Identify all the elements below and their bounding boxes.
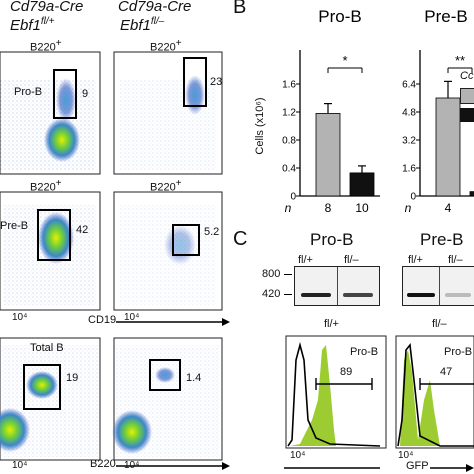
chart1-bar-1 — [469, 191, 474, 197]
col2-genotype-line2: Ebf1fl/– — [120, 16, 165, 34]
chart0-ytick-label-1: 0.4 — [282, 164, 296, 175]
chart1-ytick-label-3: 4.8 — [402, 108, 416, 119]
chart1-title: Pre-B — [424, 7, 467, 26]
flow-plot-row3-col2 — [112, 337, 223, 461]
legend-swatch-flplus — [460, 88, 474, 104]
hist1-control-line — [287, 341, 381, 447]
row3-col2-tick-10-4: 10⁴ — [124, 460, 140, 471]
legend-title-partial: Cc — [460, 70, 474, 82]
chart1-significance: ** — [455, 53, 465, 68]
row1-col2-gate-label: B220+ — [150, 38, 182, 54]
chart0-significance: * — [342, 53, 347, 68]
gate-box — [37, 209, 71, 261]
chart1-ytick-label-0: 0 — [410, 192, 416, 203]
hist2-percent: 47 — [440, 366, 453, 378]
chart0-ytick-label-4: 1.6 — [282, 80, 296, 91]
panel-b-bar-charts: Pro-B 0 0.4 0.8 1.2 1.6 8 10 n * Pre-B 0 1.6 3.2 4.8 6.… — [282, 7, 474, 215]
col1-genotype-line2: Ebf1fl/+ — [10, 16, 55, 34]
gel2-title: Pre-B — [420, 230, 464, 249]
row3-col1-tick-10-4: 10⁴ — [12, 460, 28, 471]
marker-420: 420 — [262, 288, 281, 300]
col1-genotype-line1: Cd79a-Cre — [10, 0, 84, 15]
row3-pop-label: Total B — [30, 342, 64, 354]
gel2-image — [402, 266, 474, 306]
gate-box — [23, 364, 61, 410]
panel-c-letter: C — [233, 228, 248, 250]
flow-plot-row1-col1 — [0, 51, 101, 175]
row2-col1-tick-10-4: 10⁴ — [12, 312, 28, 323]
row2-col2-tick-10-4: 10⁴ — [124, 312, 140, 323]
hist1-tick-10-4: 10⁴ — [290, 450, 306, 461]
gel1-lane-flplus: fl/+ — [298, 254, 313, 266]
hist2-tick-10-4: 10⁴ — [398, 450, 414, 461]
row1-col2-percent: 23 — [210, 76, 223, 88]
gate-box — [172, 224, 200, 256]
chart0-title: Pro-B — [318, 7, 361, 26]
chart0-ytick-label-0: 0 — [290, 192, 296, 203]
gel2-lane-flminus: fl/– — [448, 254, 463, 266]
chart1-ytick-label-2: 3.2 — [402, 136, 416, 147]
hist2-pop-label: Pro-B — [444, 346, 473, 358]
chart0-ytick-label-3: 1.2 — [282, 108, 296, 119]
flow-plot-row2-col2 — [113, 191, 223, 311]
row2-col2-gate-label: B220+ — [150, 178, 182, 194]
hist1-pop-label: Pro-B — [350, 346, 379, 358]
gel1-title: Pro-B — [310, 230, 354, 249]
gate-box — [149, 359, 181, 391]
hist2-genotype: fl/– — [432, 318, 447, 330]
row3-col2-percent: 1.4 — [186, 372, 202, 384]
gate-box — [183, 57, 207, 107]
row1-col1-percent: 9 — [82, 88, 89, 100]
chart0-n-1: 10 — [355, 201, 369, 215]
gfp-axis-label: GFP — [406, 460, 429, 472]
gel2-lane-flplus: fl/+ — [408, 254, 423, 266]
row2-col1-gate-label: B220+ — [30, 178, 62, 194]
row1-pop-label: Pro-B — [14, 86, 43, 98]
marker-800: 800 — [262, 268, 281, 280]
hist2-control-line — [397, 342, 474, 447]
panel-b-letter: B — [233, 0, 247, 18]
hist1-gfp-fill — [290, 345, 336, 446]
chart1-ytick-label-1: 1.6 — [402, 164, 416, 175]
hist2-gfp-fill — [400, 350, 440, 446]
chart1-n-0: 4 — [445, 201, 452, 215]
axis-b220-label: B220 — [90, 458, 116, 470]
flow-plot-row1-col2 — [113, 51, 223, 175]
row2-col1-percent: 42 — [76, 224, 89, 236]
gate-box — [53, 69, 77, 119]
chart0-n-label: n — [285, 201, 292, 215]
axis-cd19-label: CD19 — [88, 314, 117, 326]
hist1-percent: 89 — [340, 366, 353, 378]
chart1-n-label: n — [405, 201, 412, 215]
gel1-lane-flminus: fl/– — [344, 254, 359, 266]
chart1-bar-0 — [435, 97, 461, 197]
hist1-genotype: fl/+ — [324, 318, 339, 330]
row1-col1-gate-label: B220+ — [30, 38, 62, 54]
flow-plot-row3-col1 — [0, 337, 101, 461]
legend-swatch-flminus — [460, 108, 474, 122]
chart1-ytick-label-4: 6.4 — [402, 80, 416, 91]
row2-pop-label: Pre-B — [0, 220, 29, 232]
gel1-image — [294, 266, 380, 306]
chart0-ytick-label-2: 0.8 — [282, 136, 296, 147]
col2-genotype-line1: Cd79a-Cre — [118, 0, 192, 15]
flow-plot-row2-col1 — [0, 191, 101, 311]
chart0-n-0: 8 — [325, 201, 332, 215]
row3-col1-percent: 19 — [66, 372, 79, 384]
row2-col2-percent: 5.2 — [204, 226, 220, 238]
